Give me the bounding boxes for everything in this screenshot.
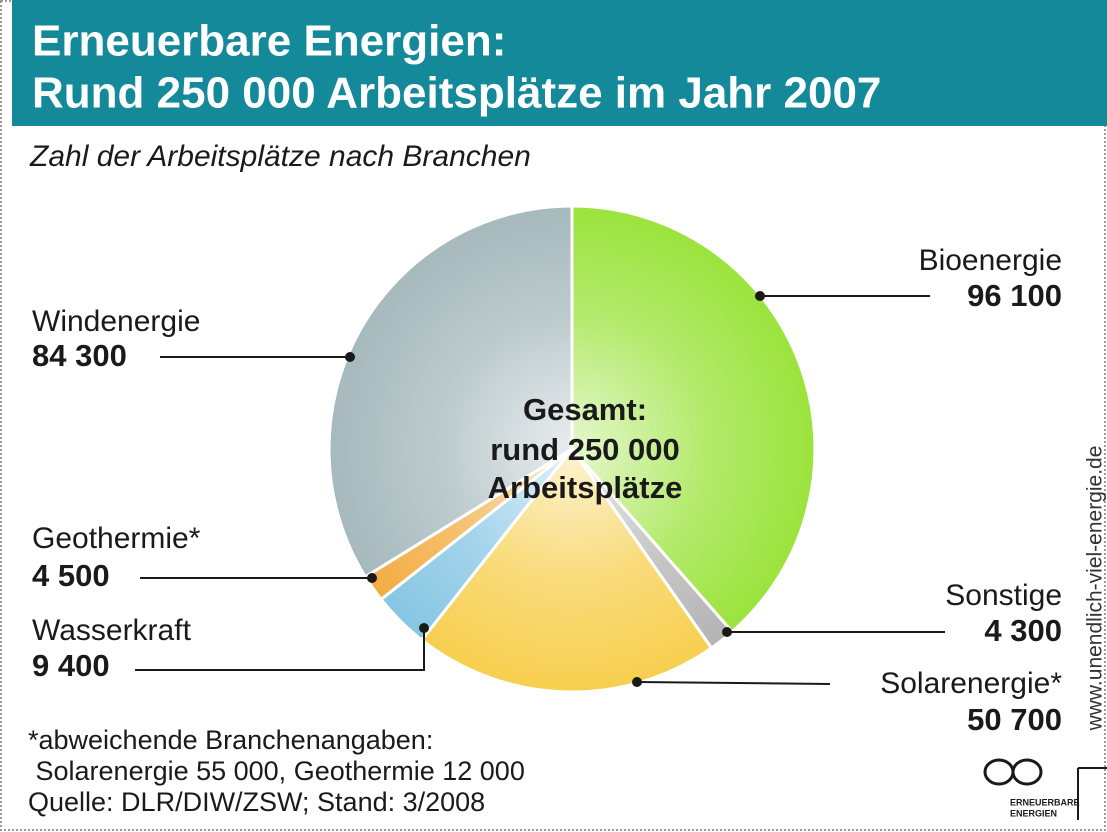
slice-value: 4 500 [32,558,110,593]
center-annotation: Gesamt: [523,392,647,427]
slice-label: Sonstige [945,579,1062,612]
slice-label: Solarenergie* [880,667,1062,700]
leader-dot [345,352,355,362]
footnote: Solarenergie 55 000, Geothermie 12 000 [28,756,525,786]
chart-title: Erneuerbare Energien: [32,17,506,66]
leader-dot [755,291,765,301]
slice-value: 9 400 [32,648,110,683]
leader-line [636,681,831,685]
center-annotation: Arbeitsplätze [488,470,683,505]
chart-title: Rund 250 000 Arbeitsplätze im Jahr 2007 [32,69,881,118]
url: www.unendlich-viel-energie.de [1084,446,1107,732]
leader-dot [722,627,732,637]
slice-label: Geothermie* [32,522,201,555]
slice-label: Windenergie [32,305,200,338]
leader-dot [632,677,642,687]
header-band [12,0,1107,126]
leader-line [135,628,425,671]
slice-value: 4 300 [984,613,1062,648]
slice-label: Wasserkraft [32,614,192,647]
slice-value: 50 700 [967,702,1062,737]
footnote: *abweichende Branchenangaben: [28,725,433,755]
slice-value: 84 300 [32,338,127,373]
leader-dot [367,573,377,583]
slice-value: 96 100 [967,278,1062,313]
logo-text: ENERGIEN [1010,808,1057,818]
chart-subtitle: Zahl der Arbeitsplätze nach Branchen [29,140,531,173]
source: Quelle: DLR/DIW/ZSW; Stand: 3/2008 [28,787,485,817]
center-annotation: rund 250 000 [490,432,680,467]
slice-label: Bioenergie [919,244,1062,277]
logo-icon [983,758,1043,786]
leader-dot [419,623,429,633]
logo-text: ERNEUERBARE [1010,797,1080,807]
